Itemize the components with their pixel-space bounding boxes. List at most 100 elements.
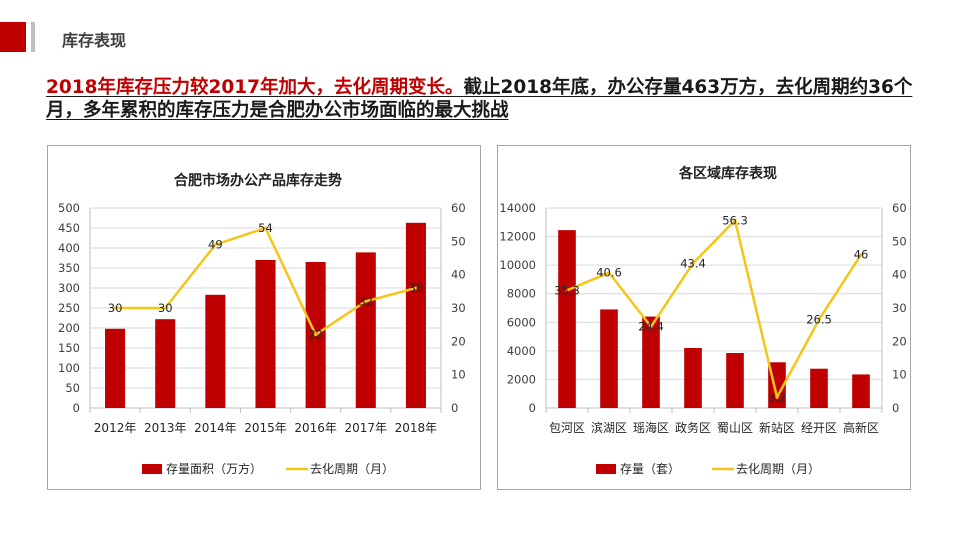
- legend-bar-label: 存量面积（万方）: [166, 461, 262, 476]
- chart-title: 合肥市场办公产品库存走势: [174, 172, 342, 189]
- data-label: 30: [108, 301, 123, 315]
- y-right-tick-label: 40: [451, 268, 466, 282]
- bar: [558, 230, 576, 408]
- chart-panel-inventory-trend: 合肥市场办公产品库存走势 0 50 100 150 200 250 300 350 400 450 5…: [47, 145, 481, 490]
- chart-district-inventory: 各区域库存表现 0 2000 4000 6000 8000 10000 12000 14000 0…: [499, 165, 907, 476]
- line-point: [649, 325, 653, 329]
- data-label: 22: [308, 328, 323, 342]
- data-label: 49: [208, 238, 223, 252]
- y-right-tick-label: 50: [451, 234, 466, 248]
- y-left-tick-label: 10000: [499, 258, 536, 272]
- line-point: [113, 306, 117, 310]
- line-point: [775, 395, 779, 399]
- y-right-tick-label: 20: [451, 334, 466, 348]
- y-left-tick-label: 12000: [499, 230, 536, 244]
- line-point: [213, 243, 217, 247]
- x-tick-label: 2018年: [395, 421, 438, 435]
- line-point: [414, 286, 418, 290]
- y-left-tick-label: 50: [65, 381, 80, 395]
- headline: 2018年库存压力较2017年加大，去化周期变长。截止2018年底，办公存量46…: [46, 76, 926, 122]
- x-tick-label: 高新区: [843, 420, 879, 435]
- y-right-tick-label: 30: [451, 301, 466, 315]
- line-point: [691, 261, 695, 265]
- data-label: 24.4: [638, 320, 664, 334]
- line-point: [163, 306, 167, 310]
- accent-block: [0, 22, 26, 52]
- legend-bar-swatch: [142, 464, 162, 474]
- section-title: 库存表现: [62, 31, 127, 50]
- x-tick-label: 2015年: [244, 421, 287, 435]
- y-left-tick-label: 0: [529, 401, 536, 415]
- y-right-tick-label: 40: [892, 268, 907, 282]
- y-left-tick-label: 250: [58, 301, 80, 315]
- legend-bar-swatch: [596, 464, 616, 474]
- y-right-tick-label: 20: [892, 334, 907, 348]
- data-label: 32: [358, 294, 373, 308]
- line-point: [733, 218, 737, 222]
- bar: [155, 319, 176, 408]
- y-right-tick-label: 0: [451, 401, 458, 415]
- data-label: 3.2: [768, 390, 786, 404]
- y-right-tick-label: 50: [892, 234, 907, 248]
- y-right-tick-label: 60: [451, 201, 466, 215]
- line-point: [817, 318, 821, 322]
- line-point: [364, 299, 368, 303]
- line-point: [314, 333, 318, 337]
- legend-bar-label: 存量（套）: [620, 462, 680, 476]
- chart-title: 各区域库存表现: [678, 165, 777, 182]
- bar: [205, 294, 226, 408]
- data-label: 35.3: [554, 283, 580, 297]
- y-right-tick-label: 10: [451, 368, 466, 382]
- legend-line-label: 去化周期（月）: [310, 462, 394, 476]
- data-label: 36: [409, 281, 424, 295]
- data-label: 46: [854, 248, 869, 262]
- x-tick-label: 2012年: [94, 421, 137, 435]
- y-left-tick-label: 150: [58, 341, 80, 355]
- y-left-tick-label: 0: [73, 401, 80, 415]
- y-left-tick-label: 300: [58, 281, 80, 295]
- y-right-tick-label: 30: [892, 301, 907, 315]
- x-tick-label: 政务区: [675, 420, 711, 435]
- y-left-tick-label: 4000: [507, 344, 536, 358]
- chart-panel-district-inventory: 各区域库存表现 0 2000 4000 6000 8000 10000 12000 14000 0…: [497, 145, 911, 490]
- data-label: 26.5: [806, 313, 832, 327]
- x-tick-label: 蜀山区: [717, 421, 753, 435]
- y-left-tick-label: 2000: [507, 372, 536, 386]
- x-tick-label: 2016年: [294, 421, 337, 435]
- line-point: [565, 288, 569, 292]
- x-tick-label: 2014年: [194, 421, 237, 435]
- x-tick-label: 2017年: [345, 421, 388, 435]
- y-left-tick-label: 8000: [507, 287, 536, 301]
- line-point: [607, 271, 611, 275]
- accent-divider: [31, 22, 35, 52]
- x-tick-label: 滨湖区: [591, 420, 627, 435]
- data-label: 30: [158, 301, 173, 315]
- data-label: 54: [258, 221, 273, 235]
- y-left-tick-label: 350: [58, 261, 80, 275]
- x-tick-label: 新站区: [759, 420, 795, 435]
- bar: [684, 348, 702, 408]
- x-tick-label: 2013年: [144, 421, 187, 435]
- line-point: [859, 253, 863, 257]
- bar: [405, 222, 426, 408]
- bar: [355, 252, 376, 408]
- bar: [810, 368, 828, 408]
- data-label: 40.6: [596, 266, 622, 280]
- y-left-tick-label: 500: [58, 201, 80, 215]
- data-label: 43.4: [680, 256, 706, 270]
- headline-highlight: 2018年库存压力较2017年加大，去化周期变长。: [46, 77, 464, 98]
- legend-line-label: 去化周期（月）: [736, 462, 820, 476]
- line-series: [566, 219, 863, 399]
- y-left-tick-label: 100: [58, 361, 80, 375]
- y-left-tick-label: 200: [58, 321, 80, 335]
- bar: [105, 328, 126, 408]
- x-tick-label: 包河区: [549, 421, 585, 435]
- y-right-tick-label: 60: [892, 201, 907, 215]
- bar: [642, 316, 660, 408]
- bar: [726, 353, 744, 408]
- y-right-tick-label: 10: [892, 368, 907, 382]
- x-tick-label: 经开区: [801, 421, 837, 435]
- y-left-tick-label: 450: [58, 221, 80, 235]
- headline-text: 截止2018年底，办公存量463万方，去化周期约36个月，多年累积的库存压力是合…: [46, 77, 913, 121]
- y-left-tick-label: 14000: [499, 201, 536, 215]
